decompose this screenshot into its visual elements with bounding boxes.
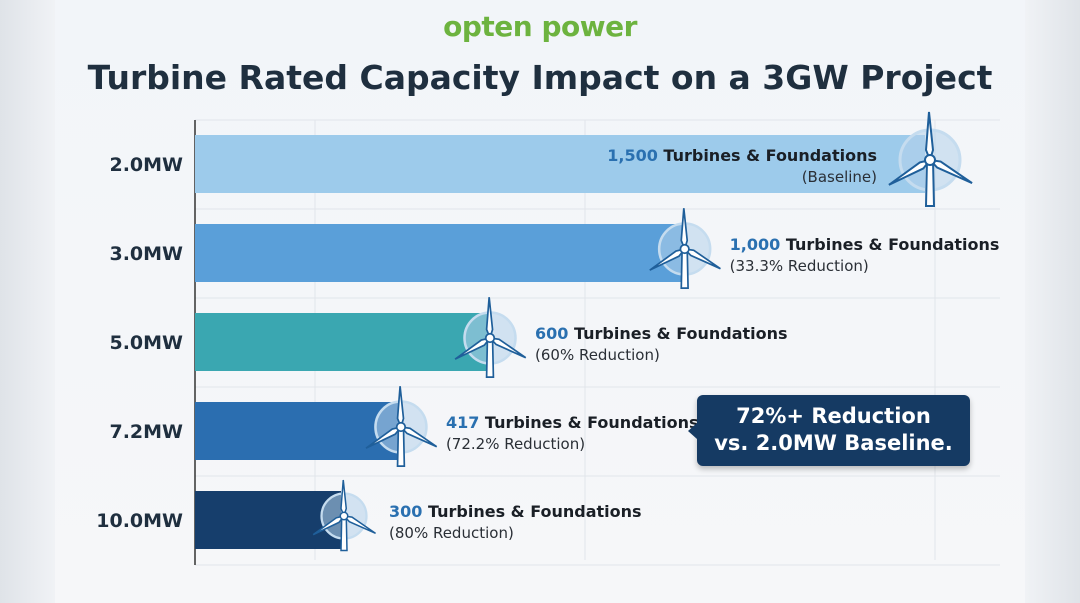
turbine-count: 600 xyxy=(535,324,574,343)
callout-line2: vs. 2.0MW Baseline. xyxy=(714,431,953,455)
category-label: 2.0MW xyxy=(109,154,183,176)
data-label: 417 Turbines & Foundations xyxy=(446,413,699,432)
wind-turbine-icon xyxy=(365,386,438,467)
bar xyxy=(195,224,682,282)
wind-turbine-icon xyxy=(312,479,376,552)
logo: opten power xyxy=(443,10,637,43)
bar-group: 5.0MW 600 Turbines & Foundations (60% Redu… xyxy=(109,297,788,378)
bar-group: 2.0MW 1,500 Turbines & Foundations (Baseli… xyxy=(109,111,973,207)
turbine-count: 417 xyxy=(446,413,485,432)
category-label: 3.0MW xyxy=(109,243,183,265)
turbine-text: Turbines & Foundations xyxy=(786,235,1000,254)
turbine-count: 1,500 xyxy=(607,146,663,165)
bar-group: 10.0MW 300 Turbines & Foundations (80% Red… xyxy=(96,479,642,552)
callout-line1: 72%+ Reduction xyxy=(736,404,931,428)
chart-title: Turbine Rated Capacity Impact on a 3GW P… xyxy=(87,58,993,97)
wind-turbine-icon xyxy=(888,111,973,207)
category-label: 10.0MW xyxy=(96,510,183,532)
turbine-text: Turbines & Foundations xyxy=(428,502,642,521)
reduction-note: (60% Reduction) xyxy=(535,346,660,364)
bar xyxy=(195,402,398,460)
data-label: 300 Turbines & Foundations xyxy=(389,502,642,521)
bar xyxy=(195,313,487,371)
category-label: 5.0MW xyxy=(109,332,183,354)
data-label: 600 Turbines & Foundations xyxy=(535,324,788,343)
wind-turbine-icon xyxy=(454,297,527,378)
reduction-note: (Baseline) xyxy=(802,168,877,186)
reduction-callout: 72%+ Reduction vs. 2.0MW Baseline. xyxy=(688,395,970,466)
turbine-count: 1,000 xyxy=(730,235,786,254)
bar xyxy=(195,135,925,193)
turbine-text: Turbines & Foundations xyxy=(663,146,877,165)
turbine-text: Turbines & Foundations xyxy=(574,324,788,343)
data-label: 1,000 Turbines & Foundations xyxy=(730,235,1000,254)
turbine-text: Turbines & Foundations xyxy=(485,413,699,432)
turbine-count: 300 xyxy=(389,502,428,521)
bar-group: 7.2MW 417 Turbines & Foundations (72.2% Re… xyxy=(109,386,699,467)
bar xyxy=(195,491,341,549)
data-label: 1,500 Turbines & Foundations xyxy=(607,146,877,165)
reduction-note: (33.3% Reduction) xyxy=(730,257,869,275)
bar-group: 3.0MW 1,000 Turbines & Foundations (33.3% … xyxy=(109,208,1000,289)
reduction-note: (80% Reduction) xyxy=(389,524,514,542)
category-label: 7.2MW xyxy=(109,421,183,443)
reduction-note: (72.2% Reduction) xyxy=(446,435,585,453)
wind-turbine-icon xyxy=(649,208,721,289)
